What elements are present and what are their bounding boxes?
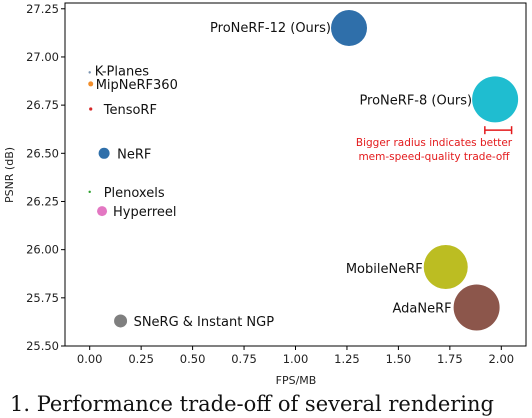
y-tick-label: 26.25 — [26, 194, 59, 208]
label-k-planes: K-Planes — [95, 64, 150, 79]
chart-points-layer — [88, 10, 519, 331]
y-tick-label: 27.25 — [26, 2, 59, 16]
y-tick-label: 26.75 — [26, 98, 59, 112]
label-tensorf: TensoRF — [103, 103, 157, 118]
figure-caption: 1. Performance trade-off of several rend… — [10, 392, 494, 416]
point-hyperreel — [97, 206, 108, 217]
annotation-text-line: mem-speed-quality trade-off — [358, 151, 510, 163]
point-adanerf — [453, 284, 500, 331]
annotation-text-line: Bigger radius indicates better — [356, 137, 513, 149]
plot-area-frame — [64, 2, 527, 347]
y-axis-label: PSNR (dB) — [3, 147, 16, 203]
label-plenoxels: Plenoxels — [104, 186, 165, 201]
x-tick-label: 1.25 — [334, 352, 360, 366]
x-tick-label: 2.00 — [488, 352, 514, 366]
x-tick-label: 0.25 — [128, 352, 154, 366]
point-k-planes — [88, 71, 91, 74]
label-mobilenerf: MobileNeRF — [346, 262, 423, 277]
y-axis: 25.50 25.75 26.00 26.25 26.50 26.75 27.00 27.25 — [26, 2, 65, 353]
point-pronerf-8-ours — [472, 76, 519, 123]
point-nerf — [98, 147, 110, 159]
x-axis: 0.00 0.25 0.50 0.75 1.00 1.25 1.50 1.75 2.00 — [77, 346, 514, 366]
x-axis-label: FPS/MB — [276, 374, 317, 387]
y-tick-label: 25.75 — [26, 291, 59, 305]
label-pronerf-12-ours: ProNeRF-12 (Ours) — [210, 21, 331, 36]
label-snerg-and-instant-ngp: SNeRG & Instant NGP — [134, 315, 275, 330]
point-plenoxels — [88, 190, 91, 194]
label-adanerf: AdaNeRF — [392, 301, 451, 316]
y-tick-label: 25.50 — [26, 339, 59, 353]
point-tensorf — [89, 107, 93, 111]
label-nerf: NeRF — [117, 147, 151, 162]
label-pronerf-8-ours: ProNeRF-8 (Ours) — [359, 93, 472, 108]
x-tick-label: 0.75 — [231, 352, 257, 366]
point-mipnerf360 — [88, 81, 94, 87]
x-tick-label: 0.50 — [180, 352, 206, 366]
y-tick-label: 26.00 — [26, 243, 59, 257]
y-tick-label: 27.00 — [26, 50, 59, 64]
bubble-chart: 0.00 0.25 0.50 0.75 1.00 1.25 1.50 1.75 2.00 25.… — [3, 2, 527, 387]
x-tick-label: 1.50 — [386, 352, 412, 366]
annotation-layer: Bigger radius indicates better mem-speed-… — [356, 126, 513, 163]
point-snerg-and-instant-ngp — [114, 314, 128, 328]
label-hyperreel: Hyperreel — [113, 205, 177, 220]
point-pronerf-12-ours — [331, 10, 368, 47]
x-tick-label: 1.00 — [283, 352, 309, 366]
x-tick-label: 1.75 — [437, 352, 463, 366]
label-mipnerf360: MipNeRF360 — [96, 78, 178, 93]
point-mobilenerf — [423, 244, 468, 289]
x-tick-label: 0.00 — [77, 352, 103, 366]
y-tick-label: 26.50 — [26, 146, 59, 160]
